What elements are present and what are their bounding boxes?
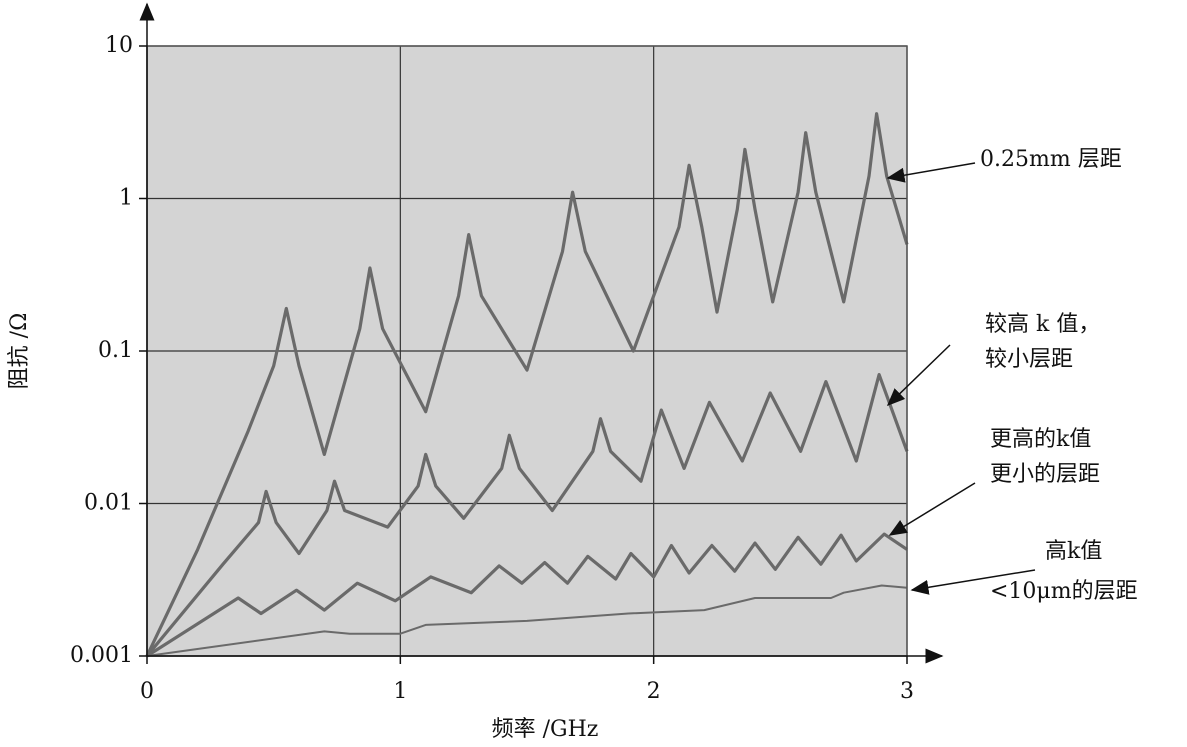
x-tick-label: 0 (140, 679, 154, 704)
x-tick-label: 1 (393, 679, 407, 704)
x-tick-label: 2 (647, 679, 661, 704)
y-axis-label: 阻抗 /Ω (7, 313, 32, 390)
annotation: 较高 k 值， (985, 312, 1100, 337)
annotation: <10μm的层距 (990, 579, 1138, 604)
arrow (886, 162, 976, 183)
y-tick-label: 0.001 (70, 643, 133, 668)
y-tick-label: 1 (119, 186, 133, 211)
series-line (145, 373, 909, 658)
series-line (146, 532, 908, 658)
x-tick-label: 3 (900, 679, 914, 704)
arrow (910, 569, 1036, 595)
y-tick-label: 0.01 (84, 491, 133, 516)
annotation: 0.25mm 层距 (980, 147, 1122, 172)
annotation: 较小层距 (985, 347, 1073, 372)
arrow (888, 482, 976, 536)
series-line (146, 584, 908, 657)
annotation: 更高的k值 (990, 427, 1091, 452)
series-line (145, 112, 909, 657)
arrow (886, 344, 951, 407)
annotation: 更小的层距 (990, 462, 1100, 487)
x-axis-label: 频率 /GHz (492, 717, 599, 742)
y-tick-label: 10 (105, 33, 133, 58)
y-tick-label: 0.1 (98, 338, 133, 363)
annotation: 高k值 (1045, 539, 1102, 564)
